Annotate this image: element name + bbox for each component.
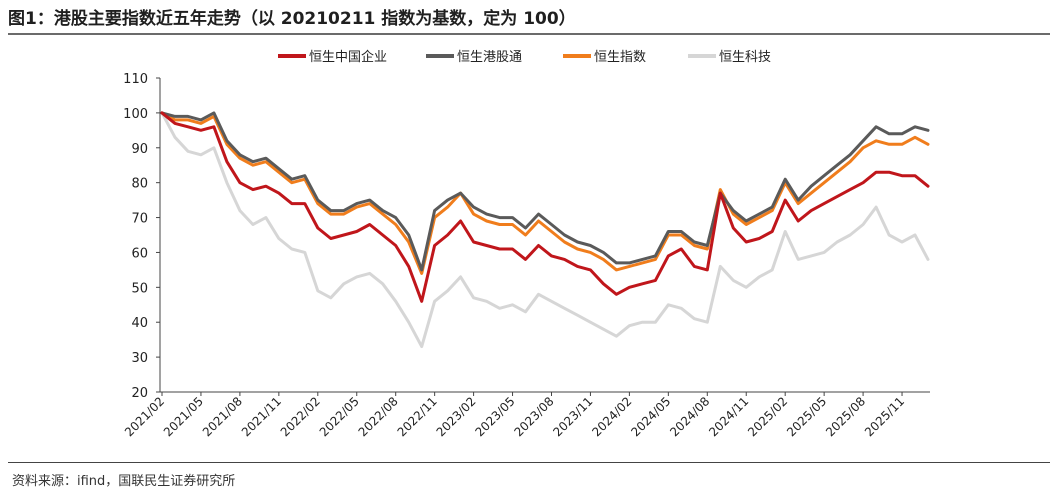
chart-title: 图1：港股主要指数近五年走势（以 20210211 指数为基数，定为 100） (8, 9, 576, 29)
x-tick-label: 2023/05 (473, 394, 518, 439)
x-tick-label: 2023/08 (511, 394, 556, 439)
y-tick-label: 90 (131, 142, 148, 157)
series-line-hsi (160, 111, 930, 275)
y-tick-label: 60 (131, 246, 148, 261)
x-tick-label: 2025/11 (862, 394, 907, 439)
legend-label-hstech: 恒生科技 (719, 50, 771, 65)
series-line-hscei (160, 111, 930, 303)
x-tick-label: 2024/11 (706, 394, 751, 439)
legend-label-hsci_connect: 恒生港股通 (457, 50, 522, 65)
x-tick-label: 2024/08 (667, 394, 712, 439)
series-line-hsci_connect (160, 111, 930, 272)
y-tick-label: 110 (123, 72, 148, 87)
series-line-hstech (160, 111, 930, 349)
legend: 恒生中国企业 恒生港股通 恒生指数 恒生科技 (278, 49, 771, 65)
y-tick-label: 20 (131, 386, 148, 401)
y-tick-label: 50 (131, 281, 148, 296)
x-tick-label: 2025/05 (784, 394, 829, 439)
y-axis: 20 30 40 50 60 70 80 90 100 110 (123, 72, 161, 401)
x-tick-label: 2022/11 (395, 394, 440, 439)
x-tick-label: 2022/05 (317, 394, 362, 439)
source-divider (8, 462, 1050, 463)
y-tick-label: 30 (131, 351, 148, 366)
x-tick-label: 2024/05 (628, 394, 673, 439)
y-tick-label: 100 (123, 107, 148, 122)
x-axis: 2021/022021/052021/082021/112022/022022/… (122, 391, 930, 439)
x-tick-label: 2025/08 (823, 394, 868, 439)
y-tick-label: 80 (131, 177, 148, 192)
x-tick-label: 2024/02 (589, 394, 634, 439)
x-tick-label: 2021/08 (200, 394, 245, 439)
x-tick-label: 2023/11 (550, 394, 595, 439)
x-tick-label: 2021/11 (239, 394, 284, 439)
x-tick-label: 2025/02 (745, 394, 790, 439)
y-tick-label: 70 (131, 212, 148, 227)
legend-label-hscei: 恒生中国企业 (309, 49, 387, 65)
source-note: 资料来源：ifind，国联民生证券研究所 (12, 474, 236, 489)
x-tick-label: 2023/02 (434, 394, 479, 439)
x-tick-label: 2022/02 (278, 394, 323, 439)
legend-label-hsi: 恒生指数 (594, 50, 646, 65)
x-tick-label: 2022/08 (356, 394, 401, 439)
title-divider (8, 33, 1050, 35)
y-tick-label: 40 (131, 316, 148, 331)
x-tick-label: 2021/05 (161, 394, 206, 439)
series-group (160, 111, 930, 349)
